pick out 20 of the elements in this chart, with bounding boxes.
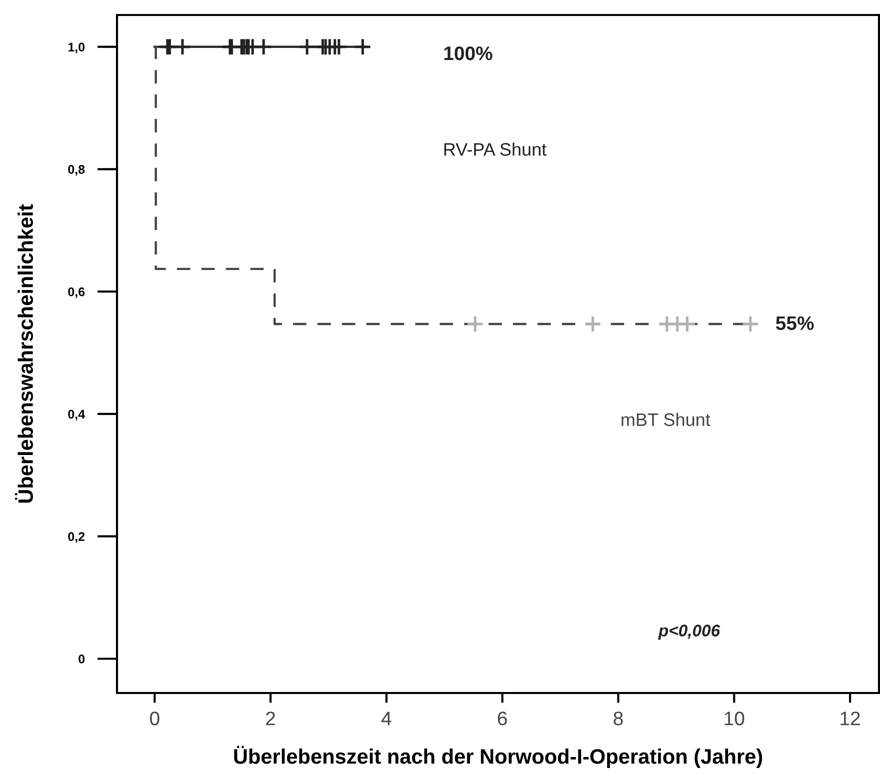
y-tick-label: 0,2 <box>68 532 85 543</box>
x-axis-title: Überlebenszeit nach der Norwood-I-Operation (Jahre) <box>234 746 762 768</box>
y-axis-title: Überlebenswahrscheinlichkeit <box>15 204 34 503</box>
annotation: p<0,006 <box>658 624 720 640</box>
x-tick-label: 2 <box>266 712 275 726</box>
y-tick-label: 0,4 <box>68 410 85 420</box>
annotation: 100% <box>444 46 492 60</box>
x-tick-label: 8 <box>614 712 623 726</box>
text: RV-PA Shunt <box>444 142 546 156</box>
x-tick-label: 0 <box>150 712 160 726</box>
y-tick-label: 0,6 <box>68 287 85 298</box>
x-tick-label: 4 <box>381 712 392 726</box>
x-tick-label: 6 <box>498 712 507 726</box>
annotation: 55% <box>776 316 814 330</box>
text: mBT Shunt <box>622 412 710 426</box>
x-tick-label: 10 <box>724 712 744 726</box>
y-tick-label: 1,0 <box>68 42 85 54</box>
y-tick-label: 0 <box>78 654 85 664</box>
x-tick-label: 12 <box>840 712 860 726</box>
y-tick-label: 0,8 <box>68 165 85 176</box>
